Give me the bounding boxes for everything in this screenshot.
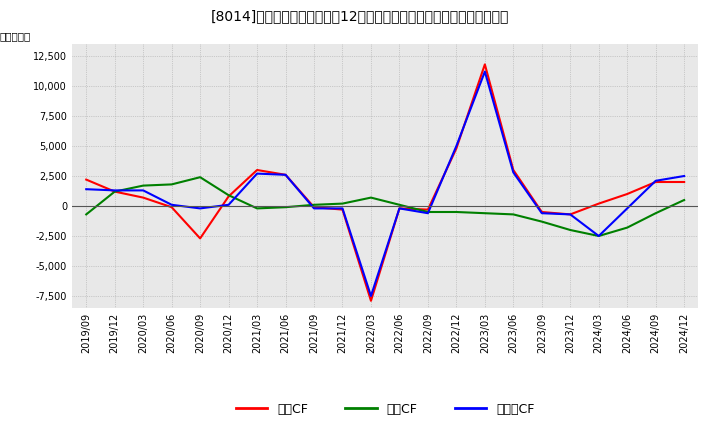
フリーCF <box>566 212 575 217</box>
フリーCF <box>537 211 546 216</box>
投賁CF <box>623 225 631 230</box>
投賁CF <box>423 209 432 215</box>
営業CF <box>139 195 148 200</box>
営業CF <box>366 298 375 304</box>
投賁CF <box>652 211 660 216</box>
営業CF <box>395 206 404 211</box>
投賁CF <box>480 211 489 216</box>
フリーCF <box>395 206 404 211</box>
フリーCF <box>509 170 518 175</box>
フリーCF <box>196 206 204 211</box>
Y-axis label: （百万円）: （百万円） <box>0 31 31 41</box>
営業CF <box>652 180 660 185</box>
フリーCF <box>253 171 261 176</box>
投賁CF <box>282 205 290 210</box>
フリーCF <box>480 69 489 74</box>
フリーCF <box>139 188 148 193</box>
投賁CF <box>395 202 404 207</box>
Line: フリーCF: フリーCF <box>86 72 684 296</box>
フリーCF <box>338 206 347 211</box>
投賁CF <box>566 227 575 233</box>
フリーCF <box>595 233 603 238</box>
投賁CF <box>595 233 603 238</box>
営業CF <box>167 205 176 210</box>
投賁CF <box>537 219 546 224</box>
投賁CF <box>139 183 148 188</box>
投賁CF <box>167 182 176 187</box>
営業CF <box>110 189 119 194</box>
投賁CF <box>509 212 518 217</box>
投賁CF <box>82 212 91 217</box>
Line: 投賁CF: 投賁CF <box>86 177 684 236</box>
投賁CF <box>452 209 461 215</box>
投賁CF <box>196 175 204 180</box>
投賁CF <box>310 202 318 207</box>
営業CF <box>537 209 546 215</box>
営業CF <box>310 205 318 210</box>
投賁CF <box>366 195 375 200</box>
営業CF <box>225 194 233 199</box>
フリーCF <box>167 202 176 207</box>
Legend: 営業CF, 投賁CF, フリーCF: 営業CF, 投賁CF, フリーCF <box>231 398 539 421</box>
営業CF <box>452 146 461 151</box>
投賁CF <box>338 201 347 206</box>
フリーCF <box>652 178 660 183</box>
投賁CF <box>253 206 261 211</box>
営業CF <box>623 191 631 197</box>
フリーCF <box>423 211 432 216</box>
Line: 営業CF: 営業CF <box>86 64 684 301</box>
営業CF <box>423 207 432 212</box>
フリーCF <box>282 172 290 177</box>
営業CF <box>509 167 518 172</box>
フリーCF <box>680 173 688 179</box>
営業CF <box>566 212 575 217</box>
投賁CF <box>680 198 688 203</box>
営業CF <box>282 172 290 177</box>
投賁CF <box>225 193 233 198</box>
フリーCF <box>310 206 318 211</box>
営業CF <box>196 236 204 241</box>
フリーCF <box>110 188 119 193</box>
フリーCF <box>366 293 375 299</box>
営業CF <box>680 180 688 185</box>
営業CF <box>253 167 261 172</box>
フリーCF <box>623 206 631 211</box>
営業CF <box>480 62 489 67</box>
フリーCF <box>225 202 233 207</box>
営業CF <box>82 177 91 182</box>
Text: [8014]　キャッシュフローの12か月移動合計の対前年同期増減額の推移: [8014] キャッシュフローの12か月移動合計の対前年同期増減額の推移 <box>211 9 509 23</box>
営業CF <box>595 201 603 206</box>
フリーCF <box>82 187 91 192</box>
営業CF <box>338 207 347 212</box>
投賁CF <box>110 189 119 194</box>
フリーCF <box>452 143 461 149</box>
